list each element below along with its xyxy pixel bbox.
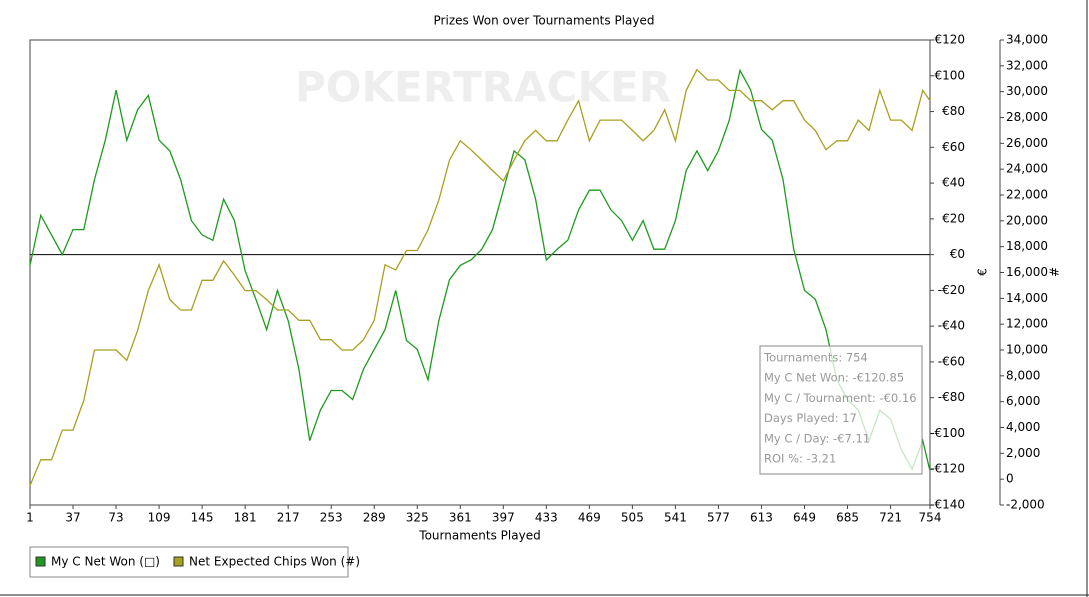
x-tick-label: 469 [578,511,601,525]
x-tick-label: 721 [879,511,902,525]
y2-tick-label: 10,000 [1006,343,1048,357]
y-tick-label: -€80 [938,390,965,404]
x-tick-label: 109 [148,511,171,525]
x-axis-title: Tournaments Played [418,529,540,543]
tooltip-box [759,345,923,475]
x-tick-label: 217 [277,511,300,525]
chart-title: Prizes Won over Tournaments Played [434,14,655,28]
x-tick-label: 37 [65,511,80,525]
x-tick-label: 181 [234,511,257,525]
y2-tick-label: 16,000 [1006,265,1048,279]
x-tick-label: 541 [664,511,687,525]
x-tick-label: 73 [108,511,123,525]
y2-tick-label: 6,000 [1006,394,1040,408]
y2-axis-title: # [1048,267,1062,277]
x-tick-label: 325 [406,511,429,525]
y2-tick-label: 20,000 [1006,213,1048,227]
x-tick-label: 145 [191,511,214,525]
legend-label: My C Net Won (□) [51,555,160,569]
y-tick-label: €100 [934,68,965,82]
y-tick-label: €40 [942,176,965,190]
y2-tick-label: 22,000 [1006,188,1048,202]
y2-tick-label: 30,000 [1006,84,1048,98]
y2-tick-label: 12,000 [1006,317,1048,331]
x-tick-label: 397 [492,511,515,525]
tooltip-line: My C / Day: -€7.11 [764,431,870,445]
y-tick-label: €80 [942,104,965,118]
x-tick-label: 754 [919,511,942,525]
legend-swatch [173,556,184,567]
y2-tick-label: 4,000 [1006,420,1040,434]
watermark: POKERTRACKER [295,63,671,112]
legend-label: Net Expected Chips Won (#) [189,555,360,569]
series-line [29,68,931,486]
y-tick-label: -€40 [938,319,965,333]
tooltip-line: ROI %: -3.21 [764,452,836,466]
x-tick-label: 649 [793,511,816,525]
y2-tick-label: 34,000 [1006,33,1048,47]
y-tick-label: €120 [934,33,965,47]
y2-tick-label: 18,000 [1006,239,1048,253]
x-tick-label: 433 [535,511,558,525]
x-tick-label: 505 [621,511,644,525]
y2-tick-label: 0 [1006,472,1014,486]
y-tick-label: €60 [942,140,965,154]
tooltip: Tournaments: 754 My C Net Won: -€120.85 My… [759,345,923,475]
tooltip-line: Days Played: 17 [764,411,857,425]
y-tick-label: -€120 [930,462,965,476]
legend [29,546,349,578]
tooltip-line: My C / Tournament: -€0.16 [764,391,917,405]
y2-tick-label: 8,000 [1006,368,1040,382]
y-tick-label: -€20 [938,283,965,297]
x-tick-label: 361 [449,511,472,525]
y2-tick-label: 14,000 [1006,291,1048,305]
y-axis-title: € [976,268,990,276]
x-tick-label: 685 [836,511,859,525]
x-tick-label: 289 [363,511,386,525]
x-tick-label: 613 [750,511,773,525]
y-tick-label: €0 [950,247,965,261]
x-tick-label: 1 [26,511,34,525]
y2-tick-label: -2,000 [1006,498,1045,512]
y2-tick-label: 2,000 [1006,446,1040,460]
y-tick-label: -€100 [930,426,965,440]
y-tick-label: €20 [942,211,965,225]
y2-tick-label: 26,000 [1006,136,1048,150]
series-line [29,68,931,472]
x-tick-label: 577 [707,511,730,525]
plot-frame [29,39,931,506]
y2-tick-label: 32,000 [1006,58,1048,72]
y2-tick-label: 28,000 [1006,110,1048,124]
legend-swatch [35,556,46,567]
tooltip-line: Tournaments: 754 [763,351,868,365]
tooltip-line: My C Net Won: -€120.85 [764,371,904,385]
x-tick-label: 253 [320,511,343,525]
y2-tick-label: 24,000 [1006,162,1048,176]
y-tick-label: -€140 [930,498,965,512]
y-tick-label: -€60 [938,354,965,368]
